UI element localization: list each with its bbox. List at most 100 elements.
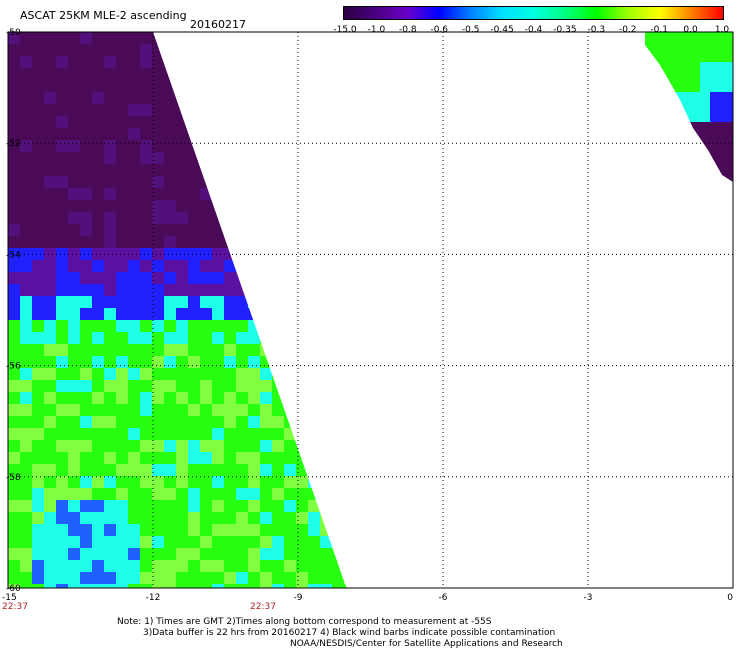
swath-cell: [140, 380, 152, 392]
swath-cell: [140, 404, 152, 416]
swath-cell: [332, 332, 344, 344]
swath-cell: [284, 188, 296, 200]
swath-cell: [212, 464, 224, 476]
swath-cell: [8, 392, 20, 404]
swath-cell: [332, 248, 344, 260]
swath-cell: [224, 44, 236, 56]
swath-cell: [44, 392, 56, 404]
swath-cell: [272, 80, 284, 92]
swath-cell: [284, 104, 296, 116]
swath-cell: [32, 128, 44, 140]
swath-cell: [332, 80, 344, 92]
swath-cell: [248, 488, 260, 500]
corner-cell: [670, 102, 680, 112]
swath-cell: [68, 200, 80, 212]
corner-cell: [680, 102, 690, 112]
swath-cell: [8, 320, 20, 332]
swath-cell: [308, 296, 320, 308]
swath-cell: [140, 128, 152, 140]
swath-cell: [176, 512, 188, 524]
swath-cell: [320, 512, 332, 524]
swath-cell: [332, 416, 344, 428]
swath-cell: [92, 128, 104, 140]
corner-cell: [645, 42, 650, 52]
swath-cell: [356, 272, 368, 284]
swath-cell: [308, 188, 320, 200]
corner-cell: [650, 172, 660, 182]
swath-cell: [56, 140, 68, 152]
swath-cell: [260, 368, 272, 380]
swath-cell: [128, 356, 140, 368]
swath-cell: [236, 356, 248, 368]
swath-cell: [68, 92, 80, 104]
swath-cell: [248, 392, 260, 404]
swath-cell: [308, 32, 320, 44]
swath-cell: [272, 536, 284, 548]
swath-cell: [212, 344, 224, 356]
swath-cell: [308, 104, 320, 116]
swath-cell: [56, 476, 68, 488]
swath-cell: [92, 296, 104, 308]
swath-cell: [212, 68, 224, 80]
swath-cell: [272, 260, 284, 272]
swath-cell: [296, 512, 308, 524]
swath-cell: [116, 404, 128, 416]
swath-cell: [80, 140, 92, 152]
corner-cell: [640, 182, 650, 192]
swath-cell: [248, 116, 260, 128]
swath-cell: [104, 332, 116, 344]
swath-cell: [188, 560, 200, 572]
swath-cell: [116, 356, 128, 368]
swath-cell: [128, 548, 140, 560]
swath-cell: [224, 272, 236, 284]
swath-cell: [20, 188, 32, 200]
swath-cell: [200, 512, 212, 524]
swath-cell: [260, 32, 272, 44]
swath-cell: [332, 56, 344, 68]
swath-cell: [332, 128, 344, 140]
corner-cell: [720, 62, 730, 72]
swath-cell: [176, 188, 188, 200]
swath-cell: [284, 500, 296, 512]
swath-cell: [128, 464, 140, 476]
swath-cell: [296, 320, 308, 332]
swath-cell: [332, 392, 344, 404]
swath-cell: [332, 68, 344, 80]
swath-cell: [152, 188, 164, 200]
swath-cell: [128, 44, 140, 56]
swath-cell: [116, 560, 128, 572]
swath-cell: [224, 380, 236, 392]
swath-cell: [308, 452, 320, 464]
swath-cell: [188, 284, 200, 296]
swath-cell: [308, 260, 320, 272]
corner-cell: [720, 82, 730, 92]
swath-cell: [44, 320, 56, 332]
swath-cell: [224, 440, 236, 452]
swath-cell: [176, 224, 188, 236]
swath-cell: [260, 380, 272, 392]
swath-cell: [32, 152, 44, 164]
swath-cell: [116, 308, 128, 320]
swath-cell: [188, 452, 200, 464]
swath-cell: [32, 236, 44, 248]
swath-cell: [236, 560, 248, 572]
swath-cell: [356, 176, 368, 188]
swath-cell: [284, 44, 296, 56]
corner-cell: [650, 152, 660, 162]
swath-cell: [128, 560, 140, 572]
swath-cell: [284, 128, 296, 140]
swath-cell: [20, 212, 32, 224]
swath-cell: [20, 488, 32, 500]
swath-cell: [296, 140, 308, 152]
swath-cell: [80, 368, 92, 380]
swath-cell: [212, 260, 224, 272]
swath-cell: [116, 476, 128, 488]
corner-cell: [690, 62, 700, 72]
swath-cell: [176, 584, 188, 588]
swath-cell: [32, 512, 44, 524]
swath-cell: [296, 344, 308, 356]
swath-cell: [92, 152, 104, 164]
swath-cell: [356, 320, 368, 332]
corner-cell: [660, 72, 670, 82]
swath-cell: [212, 152, 224, 164]
